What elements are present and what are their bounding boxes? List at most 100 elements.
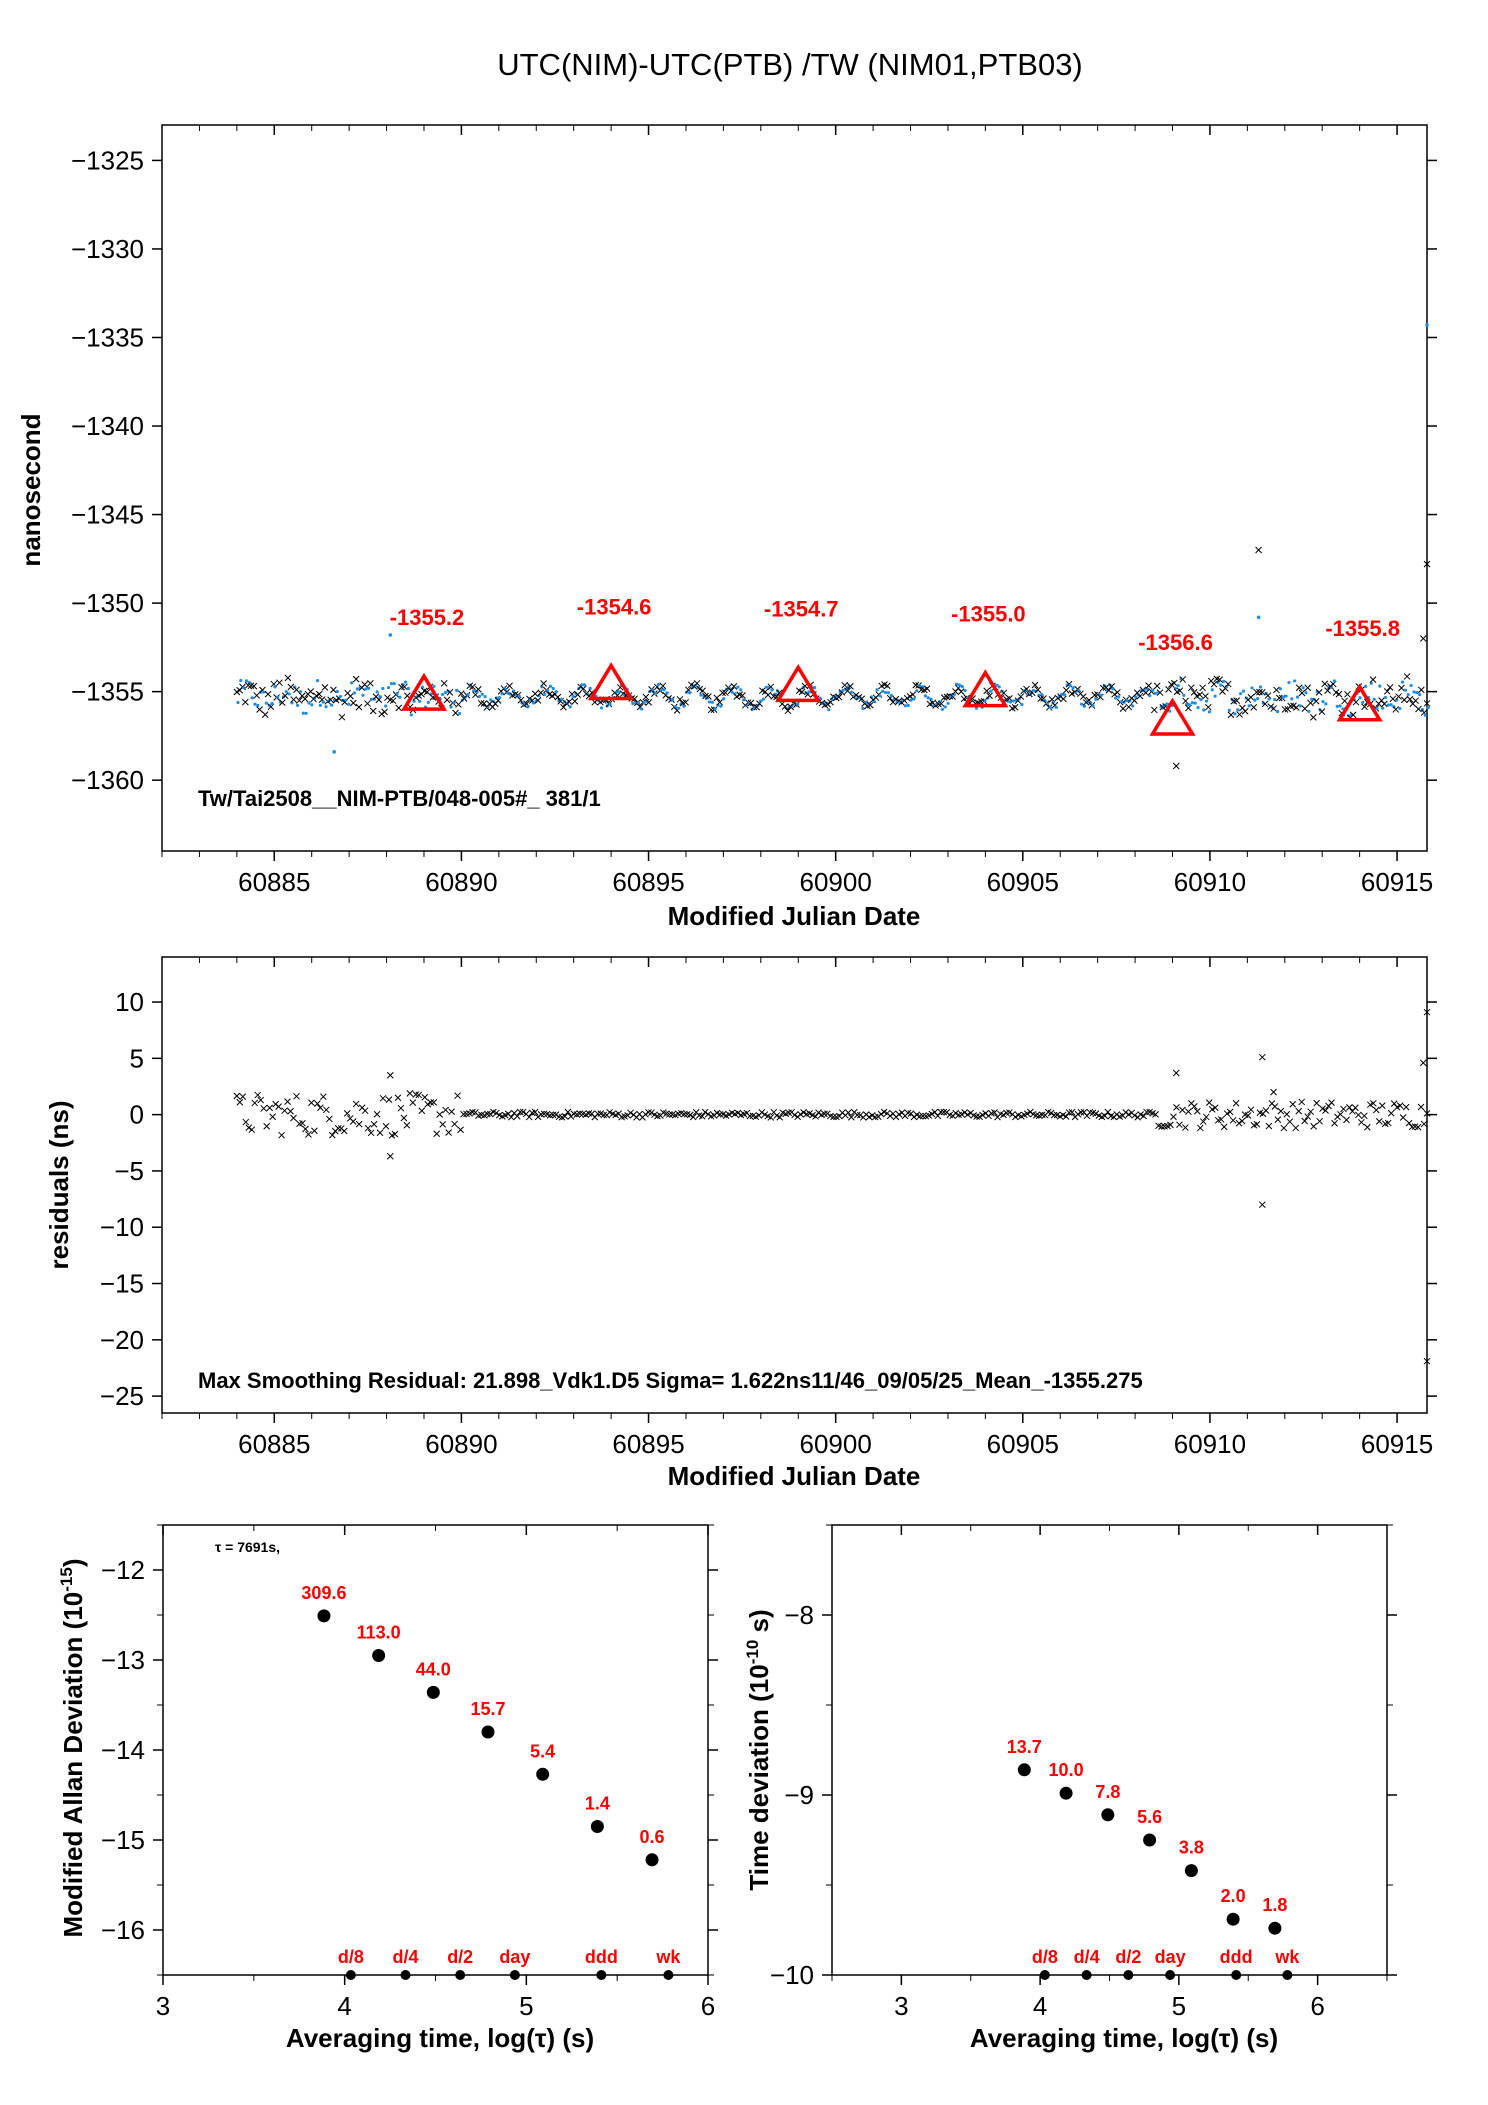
- data-point-x: [1344, 690, 1351, 698]
- data-point-x: [1247, 693, 1255, 701]
- data-point-x: [290, 696, 298, 703]
- data-point-x: [506, 682, 513, 690]
- deviation-label: 113.0: [357, 1623, 401, 1643]
- data-point-x: [295, 697, 303, 704]
- data-point-dot: [1176, 683, 1180, 688]
- residual-point: [564, 1108, 572, 1116]
- residual-point: [767, 1114, 775, 1121]
- residual-point: [844, 1109, 852, 1116]
- tau-marker: [509, 1970, 520, 1980]
- deviation-label: 0.6: [640, 1827, 665, 1847]
- data-point-x: [1187, 684, 1195, 692]
- data-point-x: [1006, 695, 1013, 702]
- data-point-dot: [418, 699, 422, 704]
- data-point-x: [1136, 692, 1144, 700]
- data-point-x: [395, 704, 403, 712]
- deviation-point: [1184, 1864, 1198, 1878]
- residual-point: [1396, 1102, 1404, 1109]
- panel-frame: [162, 1524, 709, 1976]
- residual-point: [1006, 1109, 1013, 1116]
- data-point-dot: [560, 697, 564, 701]
- data-point-x: [730, 682, 738, 690]
- residual-point: [1173, 1104, 1180, 1111]
- data-point-x: [352, 675, 360, 683]
- deviation-label: 7.8: [1095, 1782, 1120, 1802]
- deviation-point: [590, 1820, 604, 1833]
- residual-point: [1316, 1117, 1323, 1125]
- residual-point: [1253, 1120, 1261, 1128]
- residual-point: [919, 1112, 927, 1120]
- data-point-dot: [1253, 698, 1257, 702]
- x-tick-label: 60885: [238, 1429, 310, 1459]
- data-point-dot: [1054, 705, 1058, 709]
- data-point-dot: [1364, 684, 1368, 688]
- data-point-x: [1216, 676, 1224, 683]
- residuals-panel: Max Smoothing Residual: 21.898_Vdk1.D5 S…: [44, 956, 1437, 1491]
- data-point-dot: [1386, 703, 1390, 707]
- residual-point: [1238, 1117, 1246, 1125]
- data-point-x: [937, 700, 945, 708]
- data-point-dot: [1381, 706, 1385, 710]
- residual-point: [1319, 1105, 1326, 1113]
- x-tick-label: 60895: [612, 867, 684, 897]
- data-point-x: [1156, 689, 1164, 696]
- residual-point: [1369, 1099, 1377, 1107]
- data-point-dot: [1071, 686, 1075, 690]
- data-point-x: [1417, 686, 1425, 694]
- y-tick-label: −1335: [71, 322, 144, 352]
- residual-point: [680, 1110, 688, 1118]
- residual-point: [648, 1109, 655, 1117]
- residual-point: [493, 1109, 500, 1117]
- data-point-dot: [1281, 695, 1285, 699]
- residual-point: [1280, 1124, 1288, 1132]
- data-point-x: [1392, 706, 1400, 713]
- residual-point: [1235, 1119, 1243, 1127]
- data-point-dot: [665, 691, 669, 695]
- tau-marker-label: d/2: [447, 1947, 473, 1967]
- residual-point: [1131, 1112, 1139, 1119]
- x-tick-label: 6: [701, 1991, 715, 2021]
- panel-annotation: Tw/Tai2508__NIM-PTB/048-005#_ 381/1: [198, 786, 601, 811]
- residual-point: [1361, 1112, 1368, 1120]
- tau-marker-label: wk: [1274, 1947, 1300, 1967]
- panel-frame: [161, 124, 1428, 852]
- data-point-dot: [571, 694, 575, 699]
- residual-point: [340, 1127, 348, 1135]
- data-point-dot: [909, 698, 913, 702]
- tau-marker: [1081, 1970, 1092, 1980]
- data-point-x: [1403, 673, 1411, 680]
- data-point-x: [1182, 697, 1189, 705]
- residual-point: [797, 1111, 804, 1118]
- data-point-x: [1227, 711, 1235, 719]
- tau-marker-label: ddd: [585, 1947, 618, 1967]
- data-point-dot: [608, 702, 612, 706]
- data-point-x: [1295, 684, 1303, 692]
- residual-point: [379, 1094, 387, 1102]
- data-point-x: [287, 683, 295, 691]
- data-point-dot: [1295, 695, 1300, 699]
- data-point-dot: [321, 700, 325, 704]
- y-tick-label: −10: [770, 1960, 814, 1990]
- residual-outlier: [1258, 1201, 1266, 1209]
- outlier-point: [1256, 615, 1261, 620]
- data-point-dot: [1338, 704, 1342, 708]
- residual-point: [1167, 1121, 1174, 1129]
- x-tick-label: 60895: [612, 1429, 684, 1459]
- data-point-x: [253, 692, 261, 699]
- data-point-dot: [588, 686, 592, 690]
- data-point-x: [1011, 703, 1019, 711]
- residual-point: [1271, 1103, 1279, 1110]
- data-point-dot: [761, 697, 766, 701]
- residual-point: [299, 1119, 306, 1127]
- data-point-dot: [852, 694, 856, 698]
- data-point-x: [293, 686, 300, 694]
- deviation-point: [317, 1609, 331, 1623]
- data-point-x: [1000, 689, 1008, 697]
- data-point-x: [281, 692, 289, 700]
- data-point-dot: [926, 696, 930, 700]
- tau-marker-label: d/8: [338, 1947, 364, 1967]
- data-point-dot: [1153, 691, 1158, 696]
- data-point-x: [1352, 698, 1360, 706]
- data-point-dot: [1273, 697, 1277, 702]
- residual-point: [355, 1120, 363, 1128]
